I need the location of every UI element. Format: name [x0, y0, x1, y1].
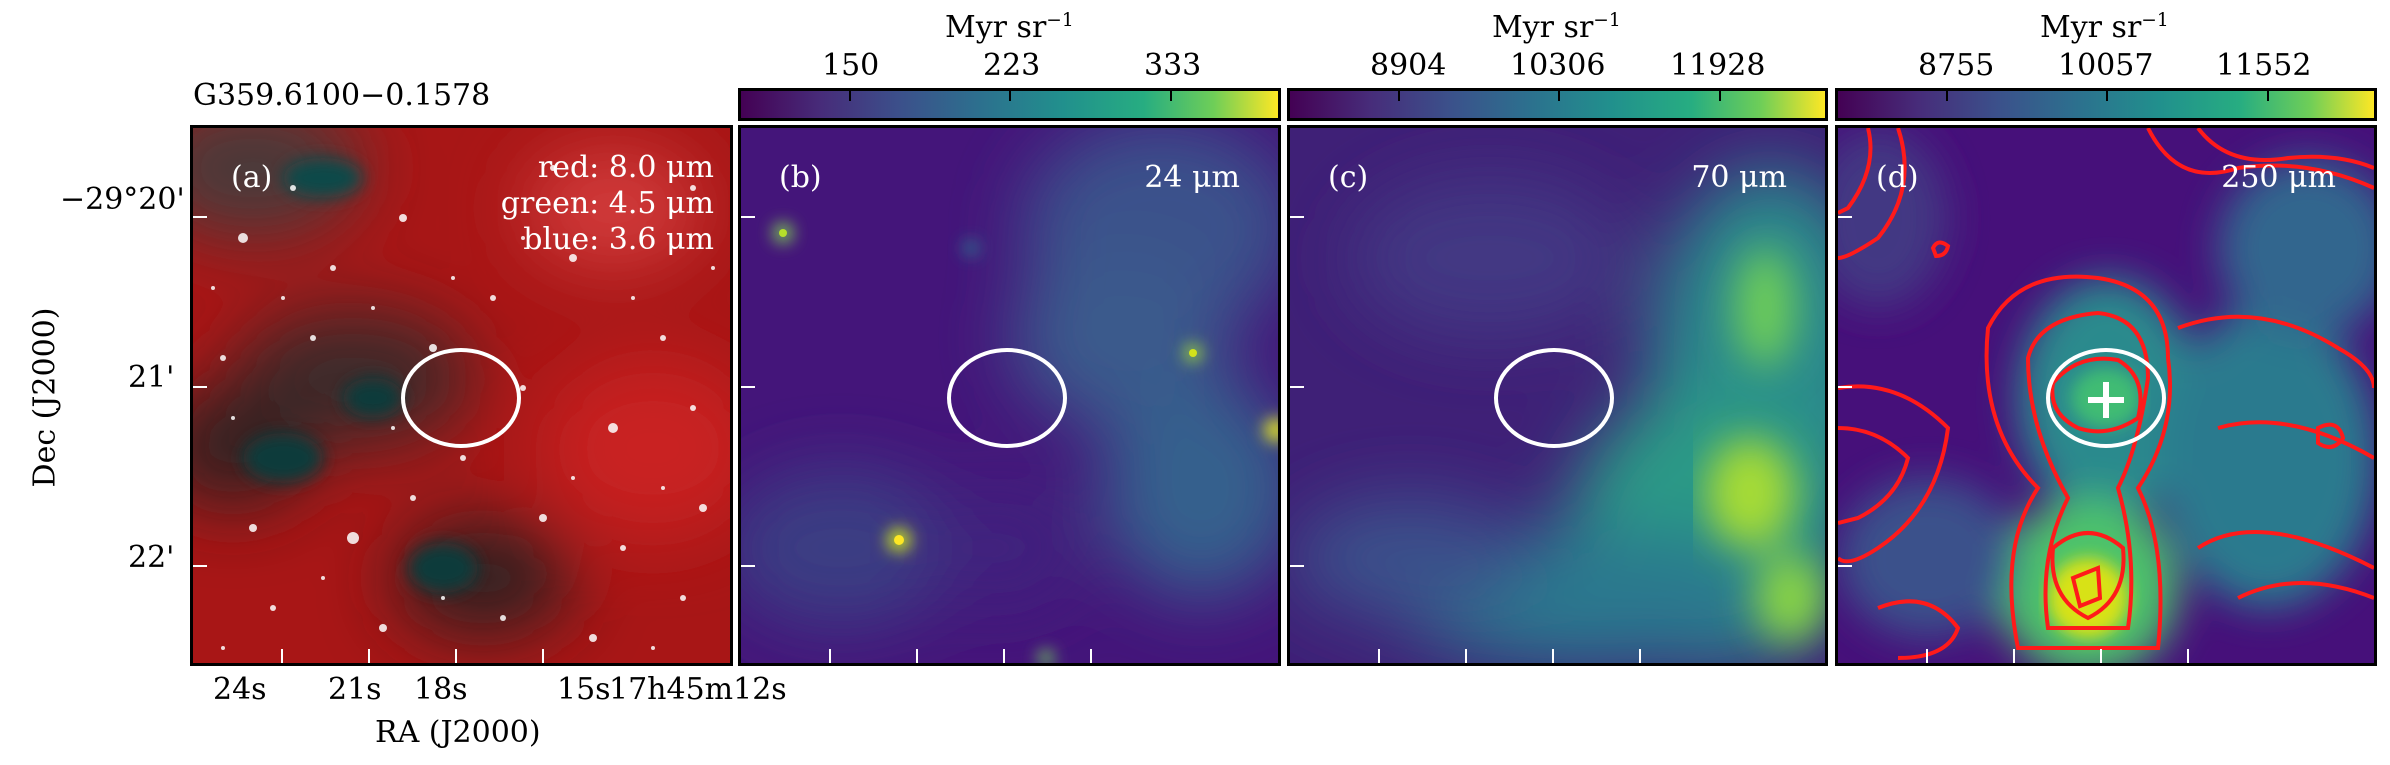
- x-tick-label: 21s: [328, 672, 382, 707]
- colorbar-unit: Myr sr−1: [2040, 10, 2169, 45]
- y-tick-label: 22': [128, 540, 175, 575]
- x-tick-label: 24s: [213, 672, 267, 707]
- colorbar-tick-label: 223: [983, 48, 1041, 83]
- colorbar-tick-label: 8904: [1370, 48, 1447, 83]
- colorbar-tick-label: 11552: [2216, 48, 2312, 83]
- colorbar-tick-label: 8755: [1918, 48, 1995, 83]
- wavelength-label: 24 μm: [1144, 160, 1240, 195]
- panel-label: (a): [231, 160, 273, 195]
- panel-label: (c): [1328, 160, 1369, 195]
- band-legend-blue: blue: 3.6 μm: [523, 222, 714, 257]
- colorbar-tick-label: 11928: [1670, 48, 1766, 83]
- panel-label: (b): [779, 160, 822, 195]
- wavelength-label: 70 μm: [1691, 160, 1787, 195]
- colorbar-unit: Myr sr−1: [945, 10, 1074, 45]
- y-tick-label: 21': [128, 360, 175, 395]
- colorbar-tick-label: 150: [822, 48, 880, 83]
- panel-d-250um-image: (d) 250 μm: [1835, 125, 2377, 666]
- panel-b-24um-image: (b) 24 μm: [738, 125, 1281, 666]
- x-tick-label: 15s: [557, 672, 611, 707]
- colorbar-tick-label: 333: [1144, 48, 1202, 83]
- colorbar-gradient: [1835, 88, 2377, 121]
- colorbar-gradient: [738, 88, 1281, 121]
- x-axis-label: RA (J2000): [375, 715, 541, 750]
- band-legend-red: red: 8.0 μm: [537, 150, 714, 185]
- panel-a-rgb-image: (a) red: 8.0 μm green: 4.5 μm blue: 3.6 …: [190, 125, 733, 666]
- source-position-marker: [2088, 382, 2124, 418]
- colorbar-tick-label: 10306: [1510, 48, 1606, 83]
- colorbar-gradient: [1287, 88, 1828, 121]
- panel-label: (d): [1876, 160, 1919, 195]
- x-tick-label: 17h45m12s: [609, 672, 787, 707]
- band-legend-green: green: 4.5 μm: [500, 186, 714, 221]
- y-tick-label: −29°20': [60, 182, 185, 217]
- panel-c-70um-image: (c) 70 μm: [1287, 125, 1828, 666]
- x-tick-label: 18s: [414, 672, 468, 707]
- y-axis-label: Dec (J2000): [27, 307, 63, 488]
- source-title: G359.6100−0.1578: [193, 78, 491, 113]
- colorbar-unit: Myr sr−1: [1492, 10, 1621, 45]
- colorbar-tick-label: 10057: [2058, 48, 2154, 83]
- wavelength-label: 250 μm: [2221, 160, 2336, 195]
